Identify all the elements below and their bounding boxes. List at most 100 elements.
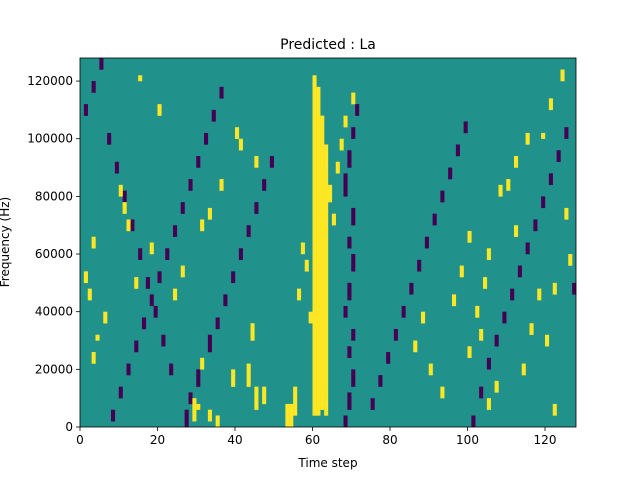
heatmap-cell-high	[157, 104, 162, 116]
heatmap-cell-low	[83, 104, 88, 116]
y-tick-label: 20000	[35, 362, 73, 376]
heatmap-cell-high	[494, 380, 499, 393]
heatmap-cell-low	[463, 121, 468, 134]
heatmap-cell-high	[537, 288, 542, 301]
heatmap-cell-high	[331, 213, 336, 226]
heatmap-cell-high	[122, 202, 127, 214]
heatmap-cell-low	[169, 363, 174, 376]
y-tick-label: 40000	[35, 305, 73, 319]
heatmap-cell-low	[204, 132, 209, 145]
heatmap-cell-high	[498, 184, 503, 197]
heatmap-cell-low	[351, 127, 356, 139]
heatmap-cell-high	[103, 311, 108, 324]
x-tick-label: 0	[76, 433, 84, 447]
heatmap-cell-low	[351, 328, 356, 341]
heatmap-cell-low	[145, 277, 150, 289]
heatmap-cell-high	[413, 340, 418, 353]
heatmap-cell-high	[479, 328, 484, 341]
heatmap-cell-low	[157, 271, 162, 284]
x-axis-ticks: 0 20 40 60 80 100 120	[76, 427, 556, 447]
heatmap-cell-low	[207, 334, 212, 353]
heatmap-cell-low	[153, 305, 158, 318]
heatmap-cell-high	[262, 386, 267, 405]
heatmap-cell-high	[316, 282, 321, 359]
y-tick-label: 80000	[35, 189, 73, 203]
heatmap-cell-high	[514, 156, 519, 168]
heatmap-cell-high	[541, 132, 546, 139]
heatmap-cell-high	[300, 242, 305, 255]
heatmap-cell-low	[343, 415, 348, 428]
heatmap-cell-low	[231, 271, 236, 284]
heatmap-cell-high	[219, 179, 224, 191]
heatmap-cell-low	[479, 386, 484, 399]
heatmap-cell-low	[219, 86, 224, 99]
heatmap-cell-low	[130, 219, 135, 232]
plot-frame	[79, 57, 577, 428]
heatmap-cell-high	[506, 179, 511, 191]
heatmap-cell-high	[196, 403, 201, 410]
heatmap-cell-low	[548, 173, 553, 186]
heatmap-cell-low	[142, 317, 147, 330]
x-tick-label: 120	[534, 433, 557, 447]
heatmap-cell-low	[494, 334, 499, 347]
heatmap-cell-low	[91, 81, 96, 93]
heatmap-cell-high	[207, 409, 212, 422]
heatmap-cell-high	[564, 207, 569, 220]
heatmap-cell-high	[215, 415, 220, 428]
heatmap-cell-low	[149, 294, 154, 307]
heatmap-cell-low	[409, 282, 414, 295]
heatmap-cell-low	[347, 346, 352, 359]
heatmap-cell-low	[525, 242, 530, 255]
heatmap-cell-high	[545, 334, 550, 347]
heatmap-cell-low	[378, 375, 383, 387]
heatmap-cell-high	[351, 92, 356, 105]
heatmap-cell-high	[475, 305, 480, 318]
heatmap-cell-low	[122, 190, 127, 203]
heatmap-cell-high	[238, 138, 243, 151]
heatmap-cell-low	[417, 259, 422, 272]
heatmap-cell-low	[196, 369, 201, 387]
heatmap-cell-low	[351, 369, 356, 387]
heatmap-cell-low	[471, 415, 476, 428]
heatmap-cell-high	[180, 265, 185, 278]
heatmap-cell-low	[347, 236, 352, 249]
heatmap-cell-high	[173, 288, 178, 301]
heatmap-cell-high	[91, 352, 96, 364]
heatmap-cell-low	[118, 386, 123, 399]
heatmap-cell-high	[421, 311, 426, 324]
heatmap-cell-low	[424, 236, 429, 249]
heatmap-cell-low	[165, 248, 170, 260]
y-tick-label: 100000	[27, 132, 73, 146]
heatmap-cell-high	[552, 282, 557, 295]
heatmap-cell-high	[324, 144, 329, 416]
heatmap-cell-low	[126, 363, 131, 376]
heatmap-cell-high	[126, 219, 131, 232]
heatmap-cell-high	[289, 403, 294, 428]
heatmap-cell-high	[486, 398, 491, 410]
heatmap-cell-low	[107, 132, 112, 145]
heatmap-cell-high	[568, 254, 573, 266]
heatmap-cell-low	[347, 150, 352, 168]
x-tick-label: 40	[227, 433, 242, 447]
heatmap-cell-high	[138, 75, 143, 82]
heatmap-cell-high	[293, 386, 298, 416]
heatmap-cell-low	[386, 352, 391, 364]
heatmap-cell-high	[467, 230, 472, 243]
heatmap-cell-low	[347, 392, 352, 410]
heatmap-cell-low	[188, 392, 193, 405]
heatmap-cell-low	[370, 398, 375, 410]
heatmap-cell-low	[343, 305, 348, 318]
heatmap-cell-high	[231, 369, 236, 387]
heatmap-cell-low	[215, 317, 220, 330]
x-tick-label: 60	[305, 433, 320, 447]
heatmap-cell-low	[180, 202, 185, 214]
heatmap-cell-low	[138, 248, 143, 260]
heatmap-cells	[80, 58, 577, 428]
heatmap-cell-low	[510, 288, 515, 301]
y-axis-label: Frequency (Hz)	[0, 197, 12, 288]
heatmap-cell-low	[99, 58, 104, 70]
heatmap-cell-low	[134, 340, 139, 353]
heatmap-cell-high	[254, 156, 259, 168]
